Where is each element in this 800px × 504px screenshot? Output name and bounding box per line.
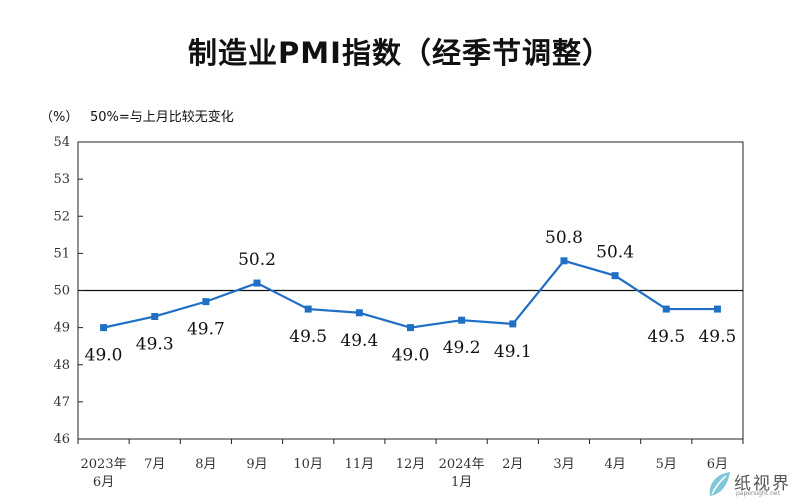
y-unit-label: （%） xyxy=(40,110,79,125)
pmi-series-line xyxy=(103,259,718,329)
y-tick-label: 53 xyxy=(53,172,70,187)
data-point-marker xyxy=(100,324,108,332)
x-tick-label: 3月 xyxy=(553,457,574,472)
reference-note: 50%=与上月比较无变化 xyxy=(90,110,234,125)
x-tick-label: 8月 xyxy=(195,457,216,472)
x-tick-label: 1月 xyxy=(451,475,472,490)
data-label: 50.2 xyxy=(238,250,276,270)
data-point-marker xyxy=(560,257,568,265)
x-tick-label: 5月 xyxy=(656,457,677,472)
x-tick-label: 6月 xyxy=(93,475,114,490)
data-point-marker xyxy=(407,324,414,332)
x-tick-label: 7月 xyxy=(144,457,165,472)
data-point-marker xyxy=(304,305,312,313)
x-tick-label: 11月 xyxy=(345,457,375,472)
leaf-icon xyxy=(709,472,730,496)
data-point-marker xyxy=(713,305,721,313)
y-tick-label: 47 xyxy=(53,395,70,410)
data-point-marker xyxy=(509,320,517,328)
chart-title: 制造业PMI指数（经季节调整） xyxy=(188,36,612,70)
data-label: 49.1 xyxy=(494,342,532,362)
data-point-marker xyxy=(611,272,619,280)
x-tick-label: 2月 xyxy=(502,457,523,472)
y-tick-label: 54 xyxy=(53,135,70,150)
data-point-marker xyxy=(253,279,261,287)
x-tick-label: 10月 xyxy=(293,457,323,472)
data-point-marker xyxy=(151,312,159,320)
data-label: 49.0 xyxy=(85,346,123,366)
data-point-marker xyxy=(202,298,210,306)
data-label: 50.8 xyxy=(545,228,583,248)
watermark-logo: 纸视界 papersight.net xyxy=(706,468,798,502)
x-tick-label: 2023年 xyxy=(81,457,127,472)
x-tick-label: 9月 xyxy=(246,457,267,472)
data-point-marker xyxy=(355,309,363,317)
y-tick-label: 50 xyxy=(53,284,70,299)
x-tick-label: 2024年 xyxy=(439,457,485,472)
data-label: 49.5 xyxy=(698,327,736,347)
x-tick-label: 4月 xyxy=(604,457,625,472)
data-label: 49.0 xyxy=(392,346,430,366)
x-tick-label: 12月 xyxy=(396,457,426,472)
data-point-marker xyxy=(662,305,670,313)
data-label: 49.2 xyxy=(443,338,481,358)
y-tick-label: 49 xyxy=(53,321,70,336)
data-label: 49.7 xyxy=(187,320,225,340)
data-point-marker xyxy=(458,316,466,324)
watermark-text: 纸视界 xyxy=(734,474,791,494)
data-label: 49.3 xyxy=(136,334,174,354)
data-label: 50.4 xyxy=(596,243,634,263)
x-tick-label: 6月 xyxy=(707,457,728,472)
y-tick-label: 46 xyxy=(53,432,70,447)
y-tick-label: 48 xyxy=(53,358,70,373)
data-label: 49.4 xyxy=(340,331,378,351)
y-tick-label: 51 xyxy=(53,246,70,261)
data-label: 49.5 xyxy=(647,327,685,347)
watermark-subtext: papersight.net xyxy=(736,490,780,497)
data-label: 49.5 xyxy=(289,327,327,347)
y-tick-label: 52 xyxy=(53,209,70,224)
